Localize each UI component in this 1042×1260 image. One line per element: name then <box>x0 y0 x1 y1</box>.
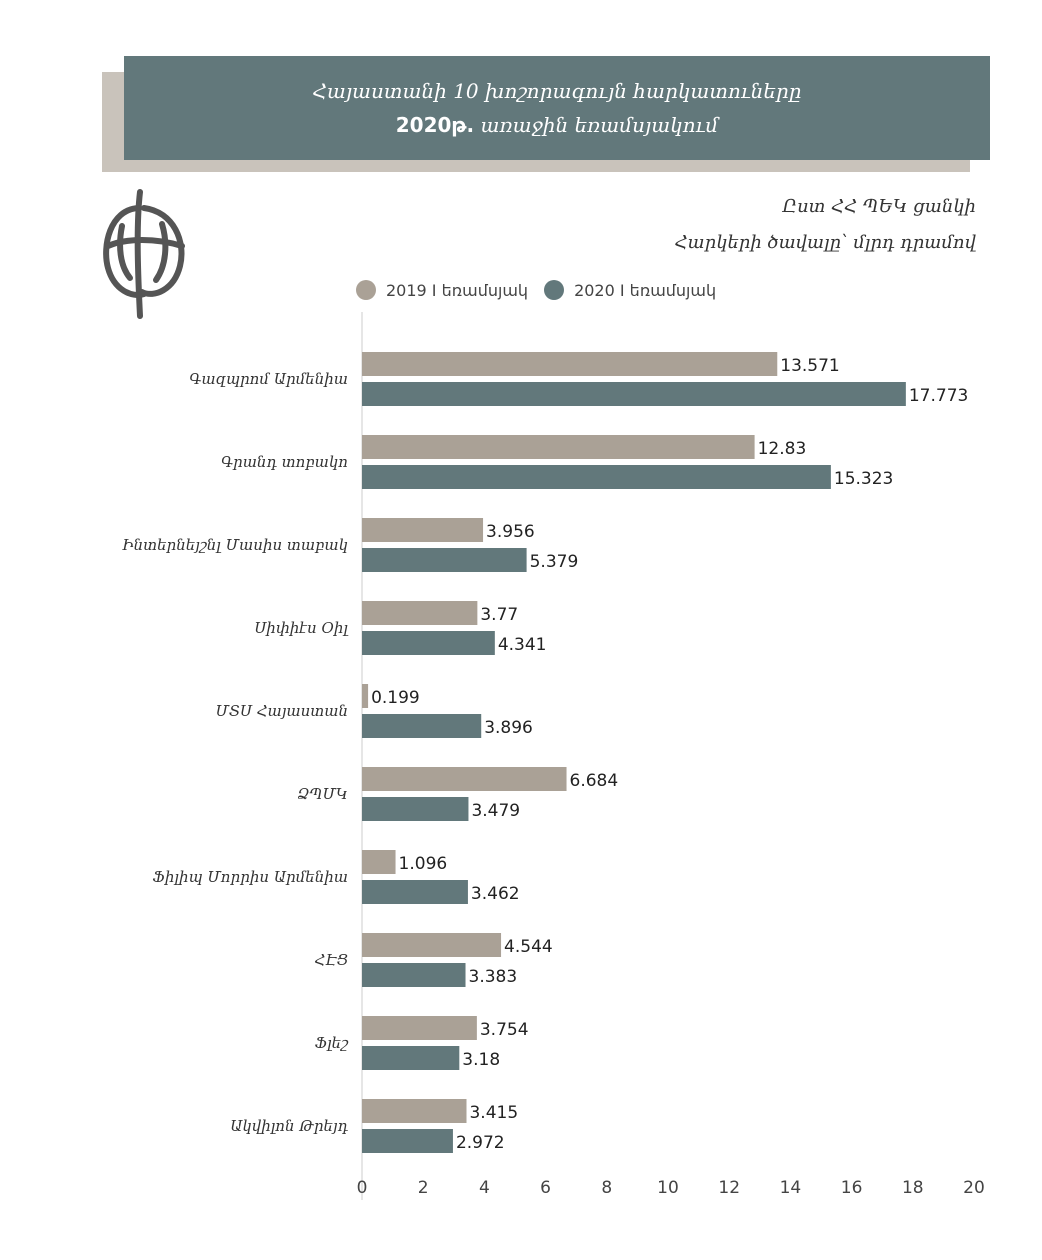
bar-2020 <box>362 631 495 655</box>
legend-item-2019: 2019 I եռամսյակ <box>356 280 528 300</box>
data-label: 5.379 <box>530 552 579 572</box>
bar-2019 <box>362 601 478 625</box>
data-label: 13.571 <box>780 356 839 376</box>
x-tick-label: 12 <box>718 1178 740 1198</box>
category-label: ՁՊՄԿ <box>297 785 348 803</box>
x-tick-label: 6 <box>540 1178 551 1198</box>
bar-2019 <box>362 933 502 957</box>
bar-2019 <box>362 1016 477 1040</box>
bar-2020 <box>362 382 906 406</box>
x-tick-label: 16 <box>841 1178 863 1198</box>
x-tick-label: 20 <box>963 1178 985 1198</box>
bar-2020 <box>362 1129 453 1153</box>
data-label: 15.323 <box>834 469 893 489</box>
legend-label-2019: 2019 I եռամսյակ <box>386 280 529 300</box>
category-label: ՄՏՍ Հայաստան <box>216 702 348 720</box>
bar-2020 <box>362 714 482 738</box>
data-label: 3.77 <box>480 605 518 625</box>
data-label: 3.383 <box>469 967 518 987</box>
x-tick-label: 4 <box>479 1178 490 1198</box>
data-label: 6.684 <box>570 771 619 791</box>
bar-2020 <box>362 465 831 489</box>
data-label: 3.956 <box>486 522 535 542</box>
bar-2019 <box>362 352 778 376</box>
data-label: 4.544 <box>504 937 553 957</box>
title-line-1: Հայաստանի 10 խոշորագույն հարկատուները <box>312 79 802 103</box>
data-label: 12.83 <box>758 439 807 459</box>
data-label: 2.972 <box>456 1133 505 1153</box>
bar-2019 <box>362 767 567 791</box>
bar-2019 <box>362 850 396 874</box>
x-tick-label: 0 <box>357 1178 368 1198</box>
bar-2020 <box>362 548 527 572</box>
category-label: Ֆիլիպ Մորրիս Արմենիա <box>153 868 348 886</box>
title-year: 2020թ. <box>395 113 475 137</box>
data-label: 1.096 <box>399 854 448 874</box>
category-label: ՀԷՑ <box>315 951 348 969</box>
bar-2019 <box>362 518 484 542</box>
title-period: առաջին եռամսյակում <box>480 113 719 137</box>
data-source: Ըստ ՀՀ ՊԵԿ ցանկի <box>782 196 976 217</box>
circular-emblem-icon <box>103 189 185 319</box>
legend-item-2020: 2020 I եռամսյակ <box>544 280 716 300</box>
title-banner: Հայաստանի 10 խոշորագույն հարկատուները 20… <box>124 56 990 160</box>
category-label: Գրանդ տոբակո <box>221 453 348 471</box>
title-line-2: 2020թ. առաջին եռամսյակում <box>396 108 719 142</box>
category-label: Սիփիէս Օիլ <box>254 619 348 637</box>
bar-2020 <box>362 880 468 904</box>
legend-marker-2020 <box>544 280 565 300</box>
data-label: 3.896 <box>484 718 533 738</box>
unit-label: Հարկերի ծավալը՝ մլրդ դրամով <box>674 232 976 253</box>
category-label: Ինտերնեյշնլ Մասիս տաբակ <box>122 536 348 554</box>
bar-2020 <box>362 963 466 987</box>
x-tick-label: 10 <box>657 1178 679 1198</box>
x-tick-label: 14 <box>780 1178 802 1198</box>
data-label: 17.773 <box>909 386 968 406</box>
bar-2019 <box>362 684 369 708</box>
category-label: Ֆլեշ <box>315 1034 349 1052</box>
data-label: 3.479 <box>471 801 520 821</box>
legend-label-2020: 2020 I եռամսյակ <box>574 280 717 300</box>
bar-2020 <box>362 797 469 821</box>
legend: 2019 I եռամսյակ 2020 I եռամսյակ <box>356 280 732 300</box>
data-label: 4.341 <box>498 635 547 655</box>
bar-2019 <box>362 435 755 459</box>
data-label: 3.462 <box>471 884 520 904</box>
legend-marker-2019 <box>356 280 376 300</box>
category-label: Գազպրոմ Արմենիա <box>189 370 348 388</box>
category-label: Ակվիլոն Թրեյդ <box>230 1117 348 1135</box>
x-tick-label: 2 <box>418 1178 429 1198</box>
bar-2020 <box>362 1046 460 1070</box>
data-label: 3.415 <box>469 1103 518 1123</box>
data-label: 0.199 <box>371 688 420 708</box>
bar-2019 <box>362 1099 467 1123</box>
data-label: 3.18 <box>462 1050 500 1070</box>
data-label: 3.754 <box>480 1020 529 1040</box>
x-tick-label: 18 <box>902 1178 924 1198</box>
x-tick-label: 8 <box>601 1178 612 1198</box>
